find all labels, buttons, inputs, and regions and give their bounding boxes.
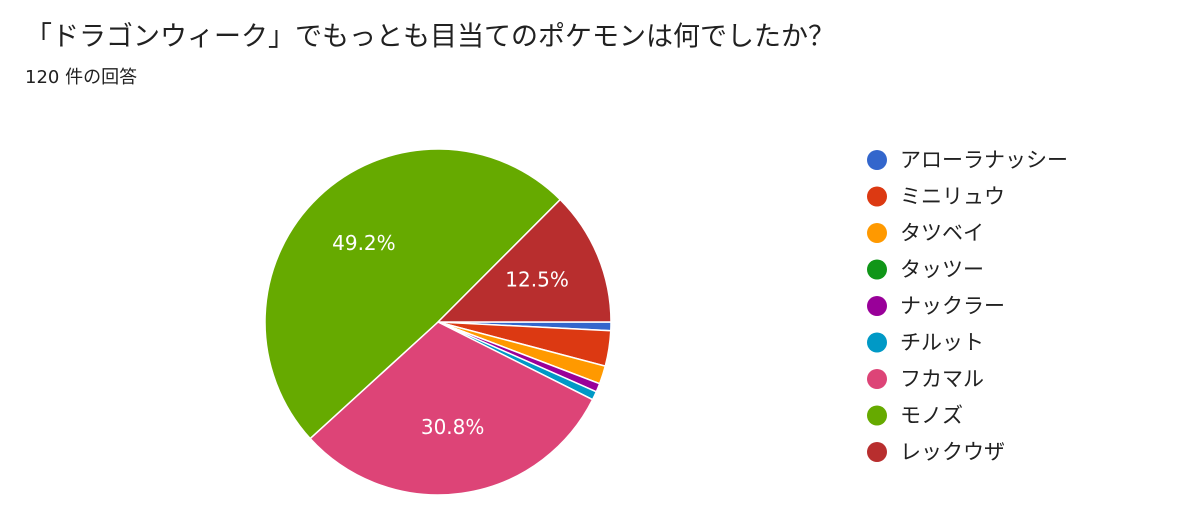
pie-slice bbox=[436, 198, 612, 323]
legend-label: ナックラー bbox=[900, 294, 1005, 318]
pie-slice bbox=[264, 148, 562, 440]
legend-label: ミニリュウ bbox=[900, 185, 1005, 209]
legend-swatch bbox=[867, 296, 887, 316]
chart-subtitle: 120 件の回答 bbox=[25, 67, 137, 88]
legend-label: タッツー bbox=[900, 258, 984, 282]
legend-label: レックウザ bbox=[900, 440, 1005, 464]
legend-swatch bbox=[867, 332, 887, 353]
legend-swatch bbox=[867, 150, 887, 170]
legend-swatch bbox=[867, 259, 887, 280]
legend-label: フカマル bbox=[900, 367, 984, 391]
data-label: 49.2% bbox=[332, 231, 396, 255]
pie-slice bbox=[309, 321, 594, 496]
legend-label: チルット bbox=[900, 331, 984, 355]
legend-swatch bbox=[867, 442, 887, 462]
data-label: 30.8% bbox=[421, 415, 485, 439]
chart-title: 「ドラゴンウィーク」でもっとも目当てのポケモンは何でしたか？ bbox=[25, 22, 835, 53]
legend-swatch bbox=[867, 405, 887, 426]
legend-swatch bbox=[867, 369, 887, 389]
legend-swatch bbox=[867, 186, 887, 207]
legend-label: モノズ bbox=[900, 404, 963, 428]
legend-swatch bbox=[867, 223, 887, 243]
legend-label: タツベイ bbox=[900, 221, 984, 245]
data-label: 12.5% bbox=[505, 267, 569, 291]
legend-label: アローラナッシー bbox=[900, 148, 1068, 172]
